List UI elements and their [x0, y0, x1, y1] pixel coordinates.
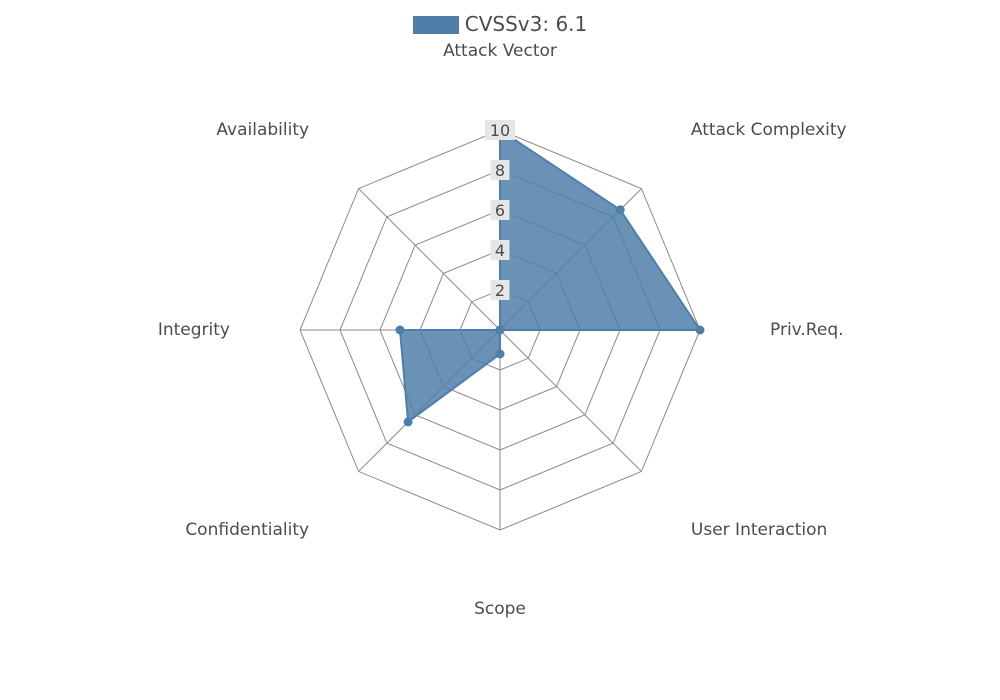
tick-label: 4: [495, 241, 505, 260]
data-marker: [696, 326, 704, 334]
legend-swatch: [413, 16, 459, 34]
axis-label: Attack Vector: [443, 41, 557, 61]
radar-chart-container: CVSSv3: 6.1 2 4 6 8 10 Attack Vector Attack Co…: [0, 0, 1000, 700]
axis-label: Confidentiality: [185, 520, 309, 540]
tick-label: 2: [495, 281, 505, 300]
data-polygon: [400, 130, 700, 422]
data-marker: [496, 326, 504, 334]
data-marker: [616, 206, 624, 214]
tick-label: 6: [495, 201, 505, 220]
axis-label: Attack Complexity: [691, 120, 847, 140]
axis-label: User Interaction: [691, 520, 827, 540]
tick-label: 8: [495, 161, 505, 180]
chart-legend: CVSSv3: 6.1: [0, 12, 1000, 36]
data-marker: [404, 418, 412, 426]
data-marker: [496, 350, 504, 358]
axis-label: Priv.Req.: [770, 320, 844, 340]
data-marker: [396, 326, 404, 334]
axis-label: Availability: [216, 120, 309, 140]
axis-label: Scope: [474, 599, 526, 619]
legend-label: CVSSv3: 6.1: [465, 12, 588, 36]
axis-label: Integrity: [158, 320, 230, 340]
tick-label: 10: [490, 121, 510, 140]
radar-chart-svg: 2 4 6 8 10 Attack Vector Attack Complexity Priv…: [0, 0, 1000, 700]
